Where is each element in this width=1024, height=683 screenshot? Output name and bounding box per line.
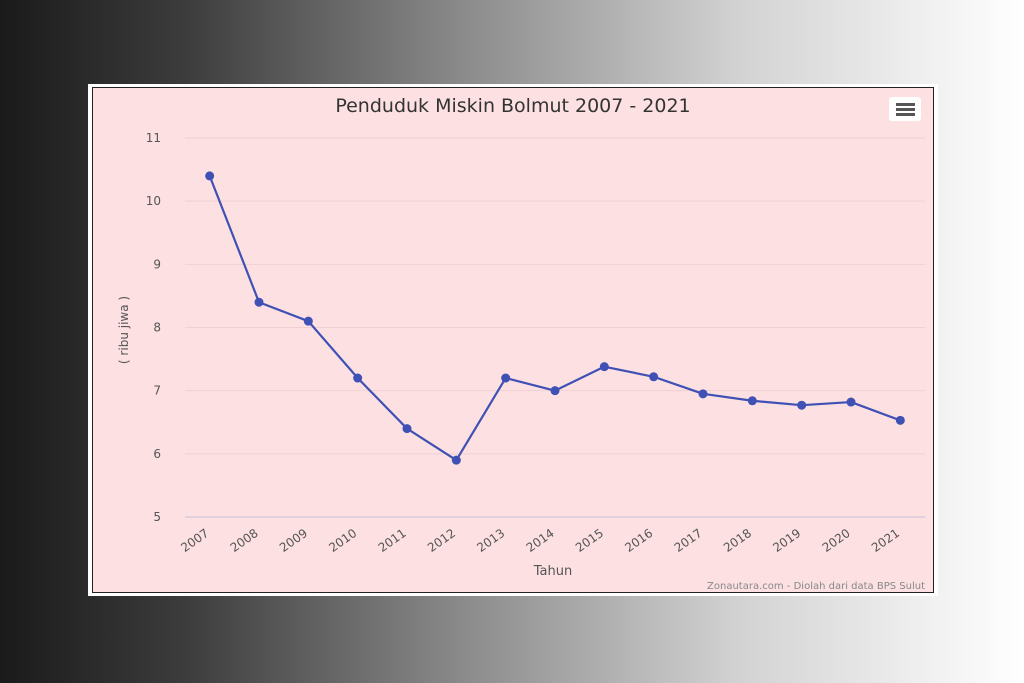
y-tick-label: 10 [146,194,161,208]
data-point [353,373,363,383]
x-tick-label: 2007 [178,526,211,555]
line-chart: Penduduk Miskin Bolmut 2007 - 2021 ( rib… [117,95,925,592]
x-tick-label: 2016 [622,526,655,555]
data-point [747,396,757,406]
x-tick-label: 2010 [326,526,359,555]
data-point [550,386,560,396]
series-line [208,175,901,462]
chart-frame: Penduduk Miskin Bolmut 2007 - 2021 ( rib… [88,84,938,596]
data-point [895,415,905,425]
x-tick-label: 2015 [573,526,606,555]
y-axis-label: ( ribu jiwa ) [117,296,131,364]
x-tick-label: 2012 [425,526,458,555]
y-tick-label: 7 [153,384,161,398]
data-point [205,171,215,181]
data-point [402,424,412,434]
x-tick-label: 2021 [869,526,902,555]
data-point [698,389,708,399]
data-point [303,316,313,326]
y-tick-label: 8 [153,321,161,335]
data-point [846,397,856,407]
x-tick-label: 2011 [376,526,409,555]
hamburger-menu-icon[interactable] [889,97,921,121]
y-tick-label: 9 [153,257,161,271]
x-tick-label: 2019 [770,526,803,555]
y-tick-label: 11 [146,131,161,145]
credits-text: Zonautara.com - Diolah dari data BPS Sul… [707,581,925,592]
x-tick-label: 2020 [820,526,853,555]
data-point [451,455,461,465]
x-axis-label: Tahun [533,564,572,579]
x-tick-label: 2009 [277,526,310,555]
chart-panel: Penduduk Miskin Bolmut 2007 - 2021 ( rib… [92,87,934,593]
x-tick-label: 2013 [474,526,507,555]
data-point [501,373,511,383]
x-tick-label: 2014 [524,526,557,555]
data-point [599,362,609,372]
data-point [254,297,264,307]
x-tick-label: 2008 [228,526,261,555]
data-point [649,372,659,382]
data-point [797,400,807,410]
y-tick-label: 5 [153,510,161,524]
x-tick-label: 2017 [672,526,705,555]
x-tick-label: 2018 [721,526,754,555]
chart-title: Penduduk Miskin Bolmut 2007 - 2021 [335,95,690,117]
y-tick-label: 6 [153,447,161,461]
